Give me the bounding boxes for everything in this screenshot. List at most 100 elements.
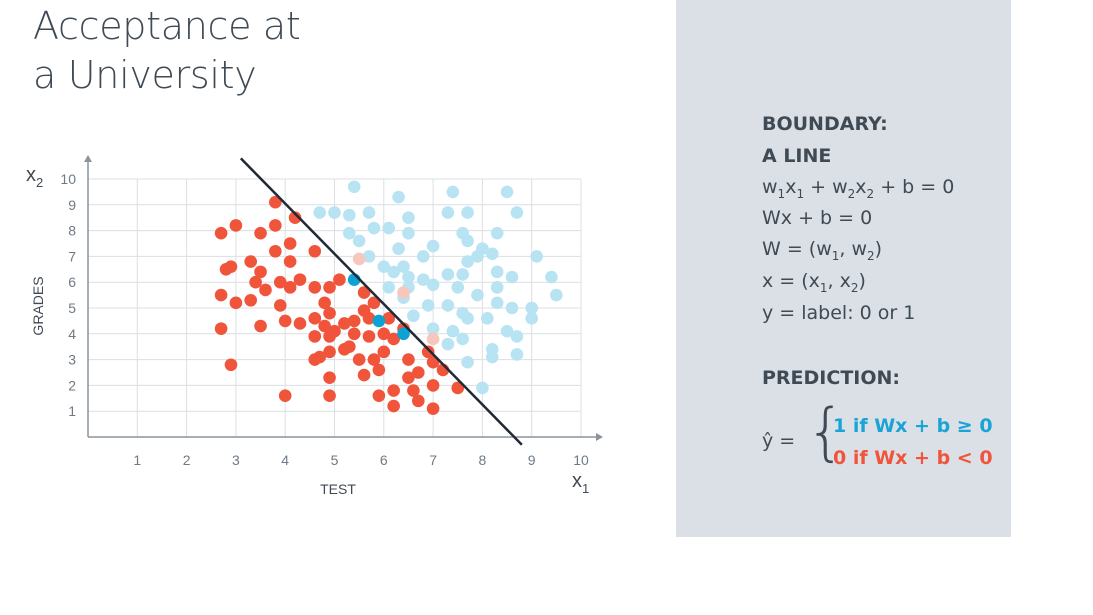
x-tick-label: 3 — [232, 452, 240, 468]
data-point — [490, 226, 504, 240]
data-point — [269, 195, 282, 209]
prediction-case-positive: 1 if Wx + b ≥ 0 — [833, 415, 993, 437]
data-point — [293, 317, 307, 330]
data-point — [441, 268, 455, 281]
brace-symbol: { — [806, 395, 846, 468]
data-point — [421, 299, 435, 312]
data-point — [485, 247, 499, 261]
data-point — [357, 286, 371, 299]
y-tick-label: 6 — [68, 274, 76, 290]
y-tick-label: 3 — [68, 352, 76, 368]
data-point — [362, 250, 376, 263]
data-point — [372, 363, 386, 377]
line-equation: w1x1 + w2x2 + b = 0 — [762, 176, 955, 201]
data-point — [352, 353, 366, 366]
data-point — [367, 353, 381, 366]
data-point — [338, 342, 351, 356]
data-point — [471, 288, 484, 302]
prediction-case-negative: 0 if Wx + b < 0 — [833, 447, 993, 469]
data-point — [347, 314, 361, 328]
x-tick-label: 7 — [429, 452, 437, 468]
data-point — [456, 268, 469, 281]
x-axis-label: TEST — [320, 481, 356, 497]
label-definition: y = label: 0 or 1 — [762, 302, 916, 324]
data-point — [342, 226, 356, 240]
data-point — [318, 296, 331, 310]
data-point — [407, 384, 420, 397]
data-point — [323, 281, 336, 294]
data-point — [446, 324, 460, 338]
y-tick-labels: 1 2 3 4 5 6 7 8 9 10 — [60, 171, 76, 419]
data-point — [273, 299, 287, 312]
data-point — [500, 324, 514, 338]
data-point — [357, 368, 371, 382]
data-point — [283, 255, 297, 268]
data-point — [372, 314, 386, 328]
data-point — [461, 234, 474, 248]
y-tick-label: 2 — [68, 377, 76, 393]
data-point — [407, 309, 420, 323]
data-point — [412, 366, 425, 379]
data-point — [254, 319, 267, 333]
data-point — [476, 381, 489, 395]
data-point — [323, 345, 336, 359]
y-axis-symbol: x2 — [26, 164, 43, 190]
data-point — [387, 384, 400, 397]
data-point — [461, 206, 474, 219]
data-point — [387, 399, 400, 413]
data-point — [347, 180, 361, 194]
data-point — [278, 389, 292, 403]
data-point — [481, 312, 494, 325]
data-point — [505, 301, 519, 315]
x-tick-label: 5 — [331, 452, 339, 468]
data-point — [505, 270, 519, 284]
data-point — [525, 301, 538, 315]
y-tick-label: 8 — [68, 223, 76, 239]
data-point — [269, 244, 282, 258]
data-point — [392, 242, 405, 255]
data-point — [244, 255, 257, 268]
data-point — [269, 219, 282, 232]
data-point — [426, 379, 440, 392]
chart-title: Acceptance at a University — [33, 2, 301, 100]
data-point — [254, 226, 267, 240]
data-point — [426, 332, 440, 346]
data-point — [377, 345, 391, 359]
data-point — [402, 270, 415, 284]
data-point — [441, 337, 455, 351]
data-point — [441, 206, 455, 219]
data-point — [328, 206, 341, 219]
data-point — [333, 273, 346, 286]
data-point — [308, 312, 322, 325]
data-point — [214, 226, 228, 240]
data-point — [229, 219, 243, 232]
data-point — [323, 330, 336, 343]
data-point — [214, 288, 228, 302]
data-point — [308, 330, 322, 343]
data-point — [254, 265, 267, 279]
data-point — [372, 389, 386, 403]
data-point — [367, 296, 381, 310]
data-point — [278, 314, 292, 328]
data-point — [525, 312, 538, 325]
x-tick-label: 6 — [380, 452, 388, 468]
x-tick-label: 4 — [281, 452, 289, 468]
data-point — [249, 275, 262, 289]
y-axis-arrow — [84, 155, 92, 162]
inputs-definition: x = (x1, x2) — [762, 270, 866, 295]
data-point — [490, 296, 504, 310]
data-point — [338, 317, 351, 330]
data-point — [214, 322, 228, 335]
data-point — [293, 273, 307, 286]
y-axis-label: GRADES — [30, 276, 46, 335]
y-tick-label: 4 — [68, 326, 76, 342]
data-point — [283, 281, 297, 294]
axes — [84, 155, 603, 441]
data-point — [451, 281, 465, 294]
data-point — [471, 250, 484, 263]
data-point — [397, 260, 410, 274]
data-point — [313, 206, 327, 219]
data-point — [530, 250, 543, 263]
data-point — [510, 206, 524, 219]
data-point — [550, 288, 563, 302]
